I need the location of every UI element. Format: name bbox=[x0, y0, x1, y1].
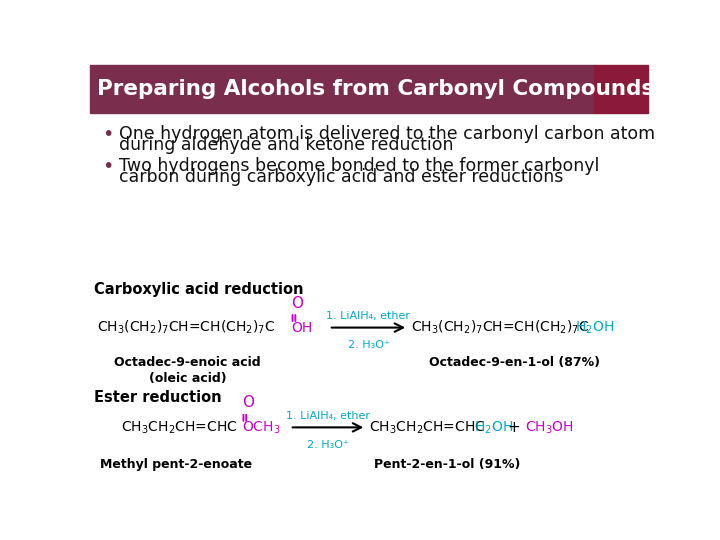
Text: OH: OH bbox=[292, 321, 312, 335]
Text: 2. H₃O⁺: 2. H₃O⁺ bbox=[348, 341, 390, 350]
Text: •: • bbox=[102, 125, 114, 144]
Bar bbox=[594, 65, 648, 113]
Text: Preparing Alcohols from Carbonyl Compounds: Preparing Alcohols from Carbonyl Compoun… bbox=[97, 79, 654, 99]
Text: H$_2$OH: H$_2$OH bbox=[474, 419, 513, 436]
Text: Methyl pent-2-enoate: Methyl pent-2-enoate bbox=[100, 458, 253, 471]
Text: CH$_3$(CH$_2$)$_7$CH=CH(CH$_2$)$_7$C: CH$_3$(CH$_2$)$_7$CH=CH(CH$_2$)$_7$C bbox=[411, 319, 589, 336]
Text: Octadec-9-enoic acid: Octadec-9-enoic acid bbox=[114, 356, 261, 369]
Text: Two hydrogens become bonded to the former carbonyl: Two hydrogens become bonded to the forme… bbox=[119, 157, 599, 176]
Text: Carboxylic acid reduction: Carboxylic acid reduction bbox=[94, 282, 304, 297]
Text: •: • bbox=[102, 157, 114, 177]
Text: OCH$_3$: OCH$_3$ bbox=[242, 419, 280, 436]
Text: 1. LiAlH₄, ether: 1. LiAlH₄, ether bbox=[286, 411, 370, 421]
Text: during aldehyde and ketone reduction: during aldehyde and ketone reduction bbox=[119, 136, 454, 154]
Text: O: O bbox=[242, 395, 253, 410]
Text: H$_2$OH: H$_2$OH bbox=[575, 319, 615, 336]
Text: CH$_3$OH: CH$_3$OH bbox=[526, 419, 574, 436]
Text: CH$_3$(CH$_2$)$_7$CH=CH(CH$_2$)$_7$C: CH$_3$(CH$_2$)$_7$CH=CH(CH$_2$)$_7$C bbox=[96, 319, 275, 336]
Text: (oleic acid): (oleic acid) bbox=[149, 373, 227, 386]
Text: O: O bbox=[291, 295, 303, 310]
Text: Octadec-9-en-1-ol (87%): Octadec-9-en-1-ol (87%) bbox=[428, 356, 600, 369]
Text: CH$_3$CH$_2$CH=CHC: CH$_3$CH$_2$CH=CHC bbox=[121, 419, 237, 436]
Bar bbox=[90, 65, 594, 113]
Text: CH$_3$CH$_2$CH=CHC: CH$_3$CH$_2$CH=CHC bbox=[369, 419, 485, 436]
Text: 1. LiAlH₄, ether: 1. LiAlH₄, ether bbox=[326, 312, 410, 321]
Text: 2. H₃O⁺: 2. H₃O⁺ bbox=[307, 440, 349, 450]
Text: Pent-2-en-1-ol (91%): Pent-2-en-1-ol (91%) bbox=[374, 458, 521, 471]
Text: carbon during carboxylic acid and ester reductions: carbon during carboxylic acid and ester … bbox=[119, 168, 563, 186]
Text: Ester reduction: Ester reduction bbox=[94, 390, 222, 405]
Text: One hydrogen atom is delivered to the carbonyl carbon atom: One hydrogen atom is delivered to the ca… bbox=[119, 125, 655, 143]
Text: +: + bbox=[508, 420, 521, 435]
